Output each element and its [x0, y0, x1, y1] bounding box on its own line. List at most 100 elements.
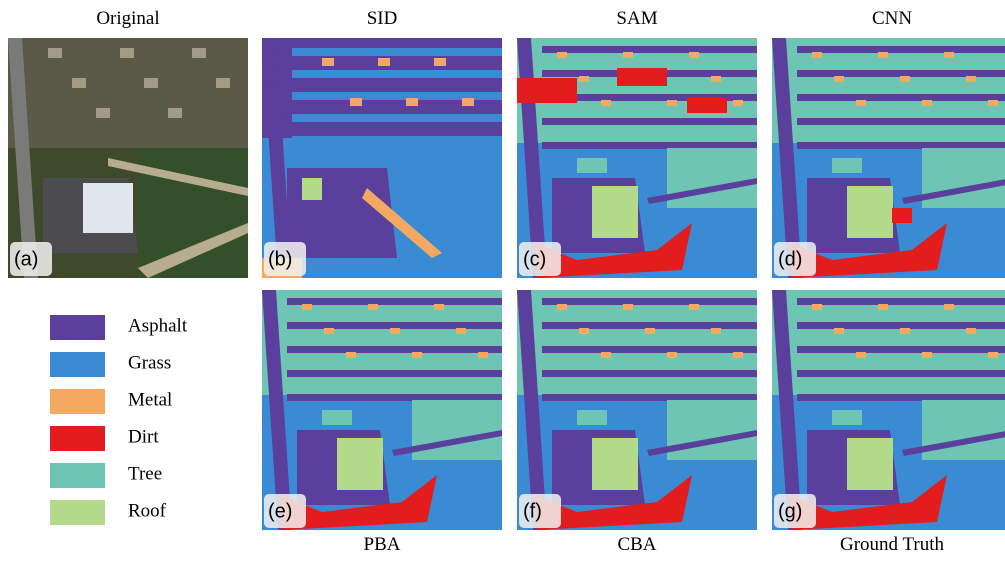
region — [944, 304, 954, 310]
panel-title: CNN — [872, 8, 912, 29]
panel-title: PBA — [364, 534, 401, 555]
region — [542, 394, 757, 401]
region — [292, 114, 502, 122]
region — [517, 290, 757, 395]
region — [878, 52, 888, 58]
region — [462, 98, 474, 106]
region — [988, 352, 998, 358]
legend-swatch — [50, 389, 105, 414]
region — [944, 52, 954, 58]
panel: (d) — [772, 38, 1005, 278]
region — [623, 52, 633, 58]
legend-label: Asphalt — [128, 315, 188, 336]
panel-label: (b) — [268, 248, 292, 270]
legend-swatch — [50, 500, 105, 525]
region — [847, 186, 893, 238]
region — [797, 298, 1005, 305]
region — [542, 46, 757, 53]
region — [667, 352, 677, 358]
panel-label: (e) — [268, 500, 292, 522]
region — [434, 304, 444, 310]
region — [406, 98, 418, 106]
region — [797, 118, 1005, 125]
region — [144, 78, 158, 88]
region — [292, 48, 502, 56]
region — [517, 78, 577, 103]
legend-label: Tree — [128, 463, 162, 484]
panel-title: SAM — [616, 8, 657, 29]
region — [83, 183, 133, 233]
region — [687, 98, 727, 113]
panel-label: (g) — [778, 500, 802, 522]
region — [667, 400, 757, 460]
region — [922, 100, 932, 106]
region — [689, 52, 699, 58]
region — [368, 304, 378, 310]
region — [966, 328, 976, 334]
region — [542, 370, 757, 377]
region — [689, 304, 699, 310]
region — [579, 328, 589, 334]
region — [623, 304, 633, 310]
region — [797, 46, 1005, 53]
panel-title: CBA — [617, 534, 656, 555]
region — [346, 352, 356, 358]
panel: (a) — [8, 38, 248, 278]
region — [667, 148, 757, 208]
region — [645, 328, 655, 334]
region — [856, 352, 866, 358]
region — [922, 400, 1005, 460]
region — [797, 394, 1005, 401]
region — [733, 100, 743, 106]
region — [733, 352, 743, 358]
region — [812, 304, 822, 310]
region — [592, 438, 638, 490]
region — [412, 352, 422, 358]
region — [378, 58, 390, 66]
region — [138, 148, 248, 278]
region — [579, 76, 589, 82]
region — [542, 118, 757, 125]
region — [542, 142, 757, 149]
legend-label: Roof — [128, 500, 167, 521]
region — [577, 410, 607, 425]
region — [797, 370, 1005, 377]
region — [120, 48, 134, 58]
region — [577, 158, 607, 173]
region — [302, 178, 322, 200]
legend-swatch — [50, 352, 105, 377]
region — [856, 100, 866, 106]
region — [797, 70, 1005, 77]
region — [900, 76, 910, 82]
region — [542, 346, 757, 353]
region — [72, 78, 86, 88]
region — [478, 352, 488, 358]
panel: (g) — [772, 290, 1005, 530]
region — [412, 400, 502, 460]
region — [390, 328, 400, 334]
legend-swatch — [50, 426, 105, 451]
region — [812, 52, 822, 58]
region — [772, 38, 1005, 143]
panel: (e) — [262, 290, 502, 530]
region — [797, 346, 1005, 353]
region — [337, 438, 383, 490]
panel: (b) — [262, 38, 502, 278]
region — [797, 322, 1005, 329]
region — [834, 328, 844, 334]
panel-title: Ground Truth — [840, 534, 944, 555]
region — [292, 136, 502, 144]
region — [192, 48, 206, 58]
panel-title: Original — [96, 8, 159, 29]
region — [287, 298, 502, 305]
region — [592, 186, 638, 238]
panel: (c) — [517, 38, 757, 278]
region — [168, 108, 182, 118]
region — [832, 410, 862, 425]
panel: (f) — [517, 290, 757, 530]
region — [48, 48, 62, 58]
region — [434, 58, 446, 66]
region — [322, 410, 352, 425]
region — [542, 322, 757, 329]
region — [350, 98, 362, 106]
